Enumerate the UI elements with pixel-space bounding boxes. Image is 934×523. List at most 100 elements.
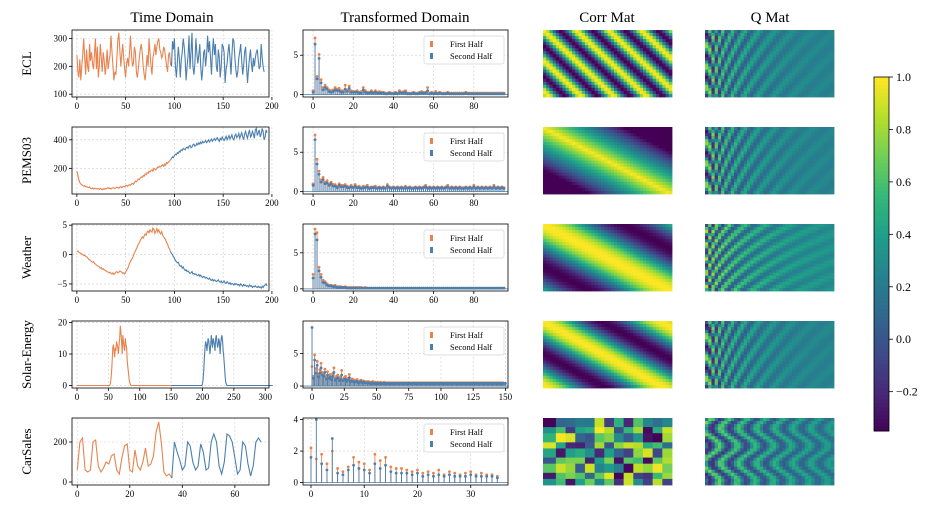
- pems03-q-cell: [811, 148, 816, 152]
- ecl-corr-cell: [659, 60, 663, 64]
- pems03-q-cell: [734, 133, 738, 137]
- ecl-q-cell: [792, 66, 796, 70]
- ecl-q-cell: [750, 36, 754, 40]
- pems03-q-cell: [795, 160, 799, 164]
- ecl-corr-cell: [620, 87, 625, 92]
- pems03-q-cell: [730, 187, 735, 192]
- pems03-corr-cell: [591, 175, 595, 180]
- ecl-q-cell: [753, 36, 757, 40]
- ecl-corr-cell: [639, 87, 644, 92]
- pems03-q-cell: [782, 148, 787, 152]
- ecl-corr-cell: [559, 81, 563, 86]
- pems03-q-cell: [788, 172, 793, 177]
- ecl-q-cell: [792, 39, 796, 43]
- pems03-corr-cell: [559, 181, 563, 186]
- ecl-q-cell: [717, 69, 722, 74]
- ecl-corr-cell: [601, 93, 605, 98]
- ecl-q-cell: [705, 57, 709, 61]
- ecl-q-cell: [759, 66, 764, 70]
- ecl-corr-cell: [636, 69, 641, 74]
- ecl-corr-cell: [610, 87, 615, 92]
- ecl-q-cell: [827, 72, 832, 77]
- pems03-q-cell: [788, 187, 793, 192]
- pems03-q-cell: [753, 163, 757, 167]
- ecl-q-cell: [743, 72, 748, 77]
- weather-corr-cell: [572, 224, 576, 228]
- pems03-q-cell: [750, 184, 754, 189]
- ecl-q-cell: [769, 78, 774, 83]
- ecl-corr-cell: [555, 39, 560, 43]
- ecl-corr-cell: [630, 84, 634, 89]
- pems03-corr-cell: [633, 175, 637, 180]
- ecl-corr-cell: [604, 51, 608, 55]
- pems03-corr-cell: [617, 169, 621, 174]
- pems03-q-cell: [753, 157, 757, 161]
- ecl-q-cell: [811, 57, 816, 61]
- pems03-q-cell: [814, 175, 819, 180]
- ecl-corr-cell: [607, 36, 612, 40]
- pems03-corr-cell: [636, 178, 641, 183]
- pems03-q-cell: [817, 142, 822, 146]
- pems03-corr-cell: [559, 166, 563, 171]
- pems03-q-cell: [788, 190, 793, 195]
- ecl-q-cell: [724, 45, 728, 49]
- pems03-q-cell: [750, 154, 754, 158]
- pems03-q-cell: [746, 133, 751, 137]
- weather-freq-xtick-label: 80: [469, 295, 479, 305]
- pems03-corr-cell: [639, 139, 644, 143]
- pems03-q-cell: [772, 163, 777, 167]
- ecl-q-cell: [804, 57, 809, 61]
- ecl-corr-cell: [601, 63, 605, 67]
- pems03-corr-cell: [662, 163, 666, 167]
- pems03-q-cell: [711, 148, 716, 152]
- ecl-q-cell: [814, 69, 819, 74]
- pems03-q-cell: [779, 184, 783, 189]
- ecl-q-cell: [759, 48, 764, 52]
- ecl-q-cell: [785, 33, 790, 37]
- ecl-corr-cell: [617, 93, 621, 98]
- ecl-corr-cell: [549, 84, 554, 89]
- ecl-q-cell: [750, 30, 754, 34]
- pems03-corr-cell: [626, 178, 631, 183]
- pems03-q-cell: [772, 151, 777, 155]
- pems03-corr-cell: [633, 145, 637, 149]
- ecl-q-cell: [798, 48, 803, 52]
- weather-corr-cell: [613, 224, 618, 228]
- ecl-corr-cell: [572, 57, 576, 61]
- ecl-q-cell: [763, 60, 767, 64]
- ecl-freq-xtick-label: 20: [349, 101, 359, 111]
- ecl-corr-cell: [665, 33, 670, 37]
- ecl-q-cell: [817, 69, 822, 74]
- pems03-q-cell: [724, 157, 728, 161]
- ecl-corr-cell: [588, 36, 592, 40]
- pems03-corr-cell: [543, 148, 547, 152]
- ecl-q-cell: [801, 60, 806, 64]
- pems03-corr-cell: [584, 157, 589, 161]
- pems03-q-cell: [798, 127, 803, 131]
- pems03-q-cell: [721, 145, 725, 149]
- weather-corr-cell: [575, 230, 579, 234]
- pems03-q-cell: [804, 184, 809, 189]
- pems03-corr-cell: [623, 184, 628, 189]
- weather-corr-cell: [559, 227, 563, 231]
- ecl-q-cell: [759, 51, 764, 55]
- ecl-series-second-half: [169, 32, 265, 84]
- ecl-freq-ytick-label: 0: [294, 90, 299, 100]
- ecl-q-cell: [740, 33, 745, 37]
- weather-time-ytick-label: −5: [57, 279, 67, 289]
- ecl-q-cell: [717, 78, 722, 83]
- ecl-q-cell: [727, 93, 732, 98]
- pems03-corr-cell: [552, 130, 557, 134]
- pems03-q-cell: [811, 139, 816, 143]
- pems03-corr-cell: [604, 148, 608, 152]
- pems03-corr-cell: [581, 133, 586, 137]
- ecl-stem-marker-second: [353, 90, 357, 94]
- ecl-q-cell: [775, 30, 780, 34]
- ecl-q-cell: [730, 54, 735, 58]
- ecl-corr-cell: [549, 69, 554, 74]
- weather-stem-marker-first: [319, 273, 323, 276]
- pems03-q-cell: [734, 190, 738, 195]
- pems03-q-cell: [808, 154, 812, 158]
- ecl-q-cell: [724, 72, 728, 77]
- ecl-corr-cell: [565, 75, 570, 80]
